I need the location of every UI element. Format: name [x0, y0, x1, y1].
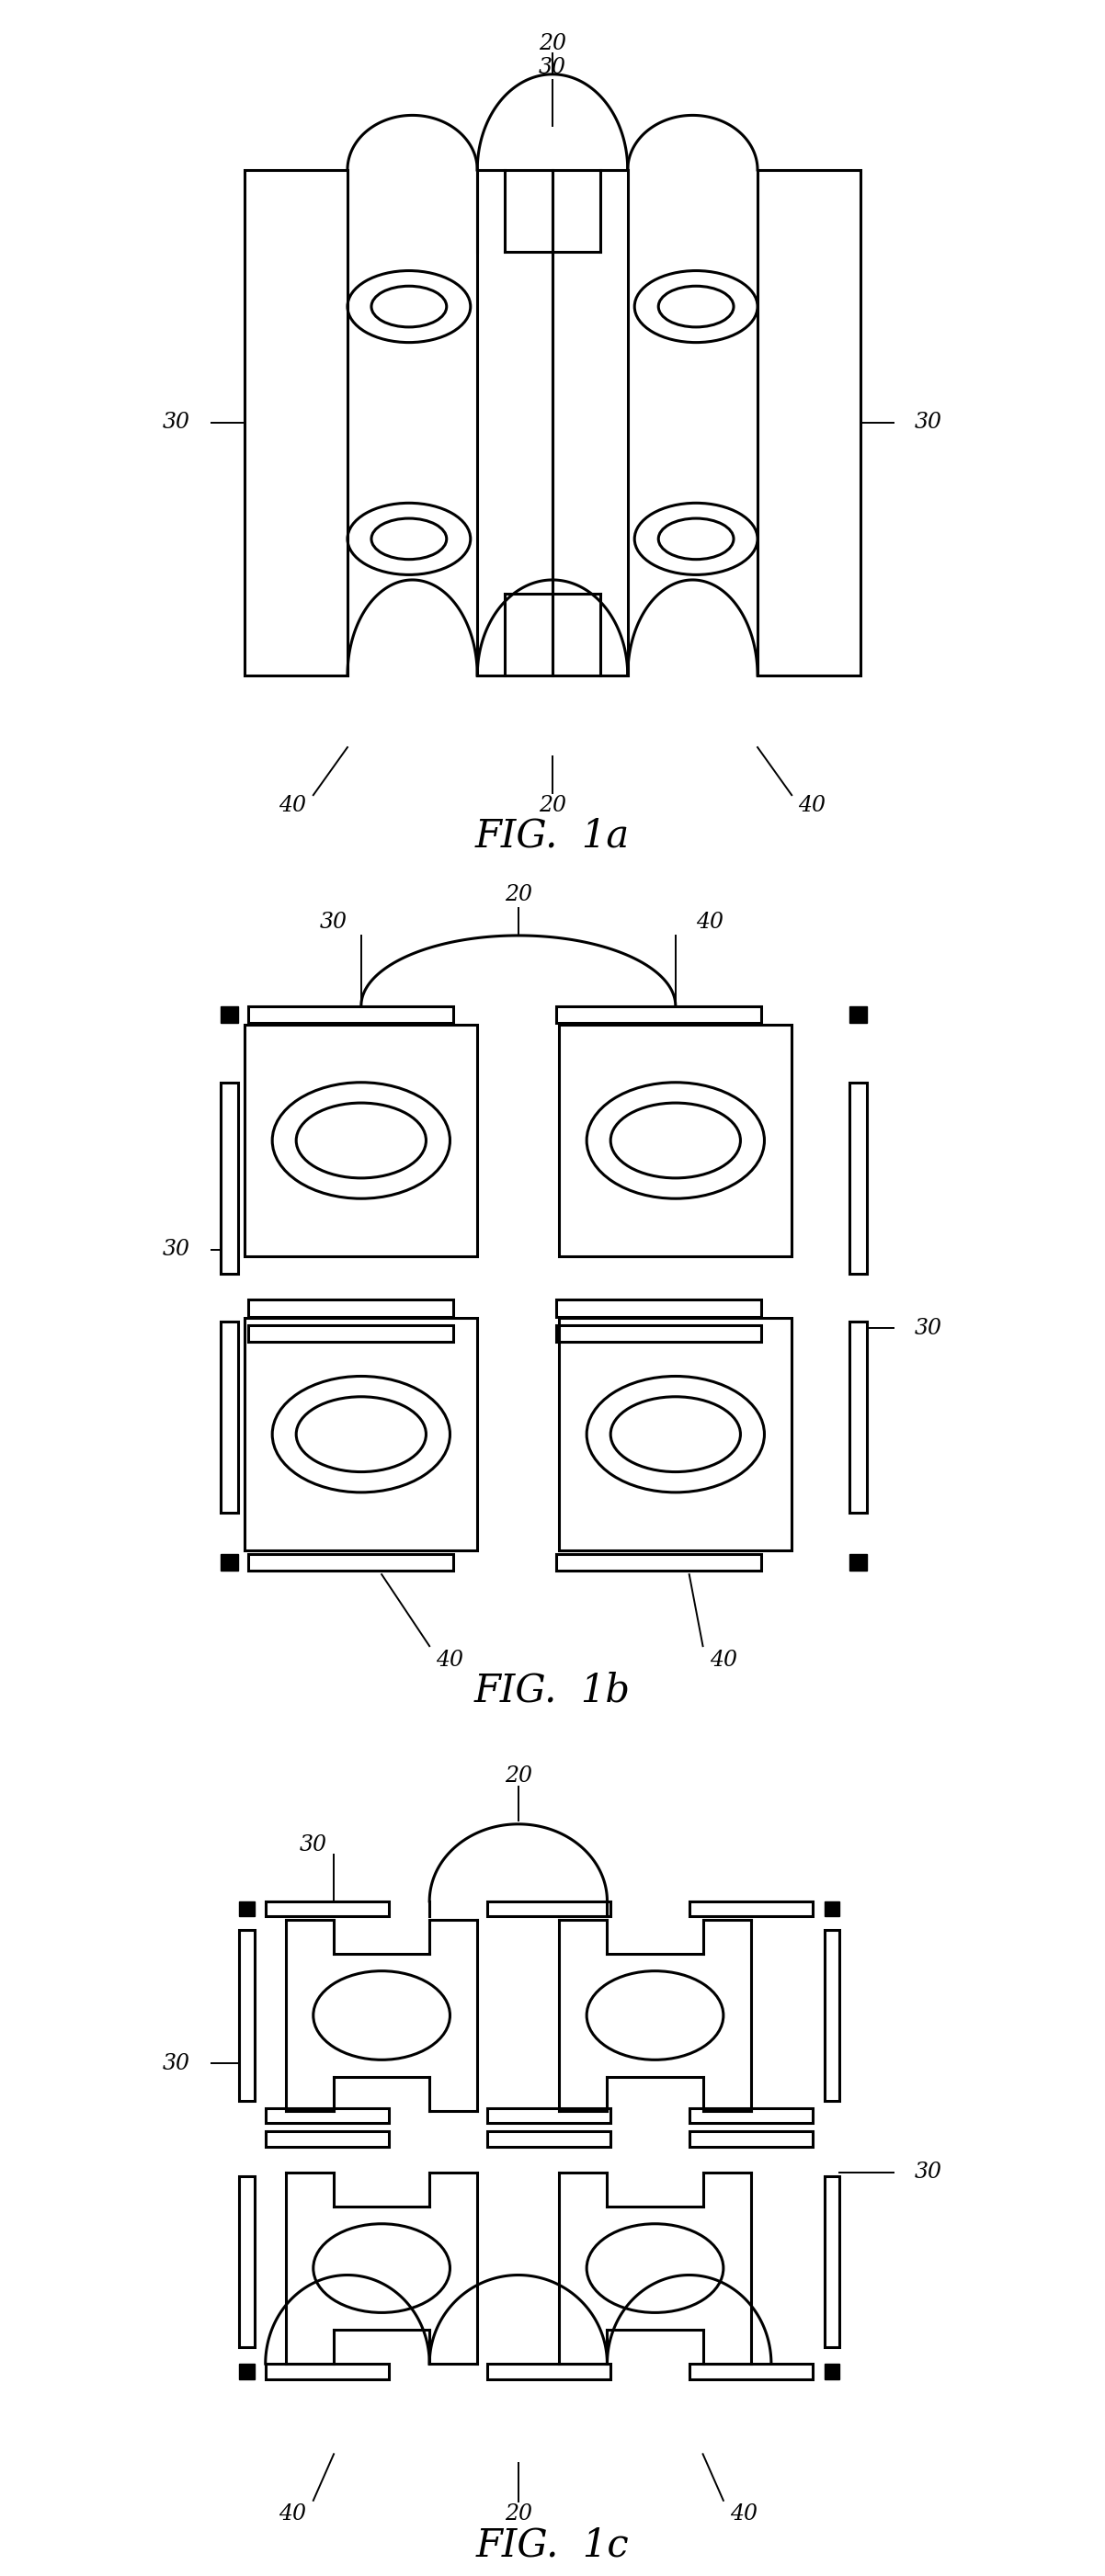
Text: 30: 30	[162, 412, 190, 433]
Bar	[240, 2177, 254, 2347]
Bar	[758, 170, 860, 675]
Bar	[221, 1321, 238, 1512]
Bar	[850, 1553, 867, 1571]
Bar	[556, 1553, 761, 1571]
Bar	[265, 1901, 389, 1917]
Bar	[690, 1901, 812, 1917]
Bar	[249, 1301, 453, 1316]
Text: FIG.  1b: FIG. 1b	[474, 1672, 631, 1710]
Bar	[487, 1901, 611, 1917]
Bar	[824, 1929, 840, 2102]
Text: 30: 30	[915, 1319, 943, 1340]
Text: 40: 40	[278, 2504, 306, 2524]
Text: 40: 40	[799, 796, 827, 817]
Bar	[265, 2130, 389, 2146]
Bar	[824, 1901, 840, 1917]
Bar	[240, 1901, 254, 1917]
Bar	[559, 1025, 791, 1257]
Bar	[487, 2130, 611, 2146]
Text: 30: 30	[299, 1834, 327, 1855]
Text: 40: 40	[436, 1649, 464, 1669]
Bar	[487, 2107, 611, 2123]
Text: 40: 40	[730, 2504, 758, 2524]
Text: 20: 20	[539, 796, 566, 817]
Bar	[690, 2365, 812, 2378]
Bar	[824, 2177, 840, 2347]
Bar	[245, 1319, 477, 1551]
Text: 30: 30	[915, 2161, 943, 2182]
Bar	[249, 1553, 453, 1571]
Text: 30: 30	[162, 1239, 190, 1260]
Bar	[221, 1005, 238, 1023]
Bar	[477, 170, 552, 675]
Text: 40: 40	[278, 796, 306, 817]
Text: FIG.  1c: FIG. 1c	[476, 2524, 629, 2563]
Text: 30: 30	[162, 2053, 190, 2074]
Text: FIG.  1a: FIG. 1a	[475, 817, 630, 855]
Bar	[221, 1082, 238, 1273]
Text: 40: 40	[696, 912, 724, 933]
Text: 20: 20	[505, 1765, 533, 1788]
Bar	[552, 170, 628, 675]
Bar	[824, 2365, 840, 2378]
Bar	[240, 2365, 254, 2378]
Bar	[221, 1553, 238, 1571]
Text: 20: 20	[505, 884, 533, 904]
Text: 30: 30	[320, 912, 348, 933]
Bar	[690, 2107, 812, 2123]
Bar	[245, 170, 347, 675]
Bar	[850, 1321, 867, 1512]
Bar	[559, 1319, 791, 1551]
Text: 30: 30	[915, 412, 943, 433]
Bar	[265, 2107, 389, 2123]
Bar	[245, 1025, 477, 1257]
Bar	[249, 1005, 453, 1023]
Bar	[690, 2130, 812, 2146]
Bar	[265, 2365, 389, 2378]
Bar	[556, 1005, 761, 1023]
Bar	[249, 1324, 453, 1342]
Bar	[556, 1301, 761, 1316]
Text: 40: 40	[709, 1649, 737, 1669]
Bar	[850, 1005, 867, 1023]
Bar	[850, 1082, 867, 1273]
Bar	[487, 2365, 611, 2378]
Text: 20: 20	[505, 2504, 533, 2524]
Bar	[240, 1929, 254, 2102]
Bar	[556, 1324, 761, 1342]
Text: 30: 30	[539, 57, 566, 77]
Text: 20: 20	[539, 33, 566, 54]
